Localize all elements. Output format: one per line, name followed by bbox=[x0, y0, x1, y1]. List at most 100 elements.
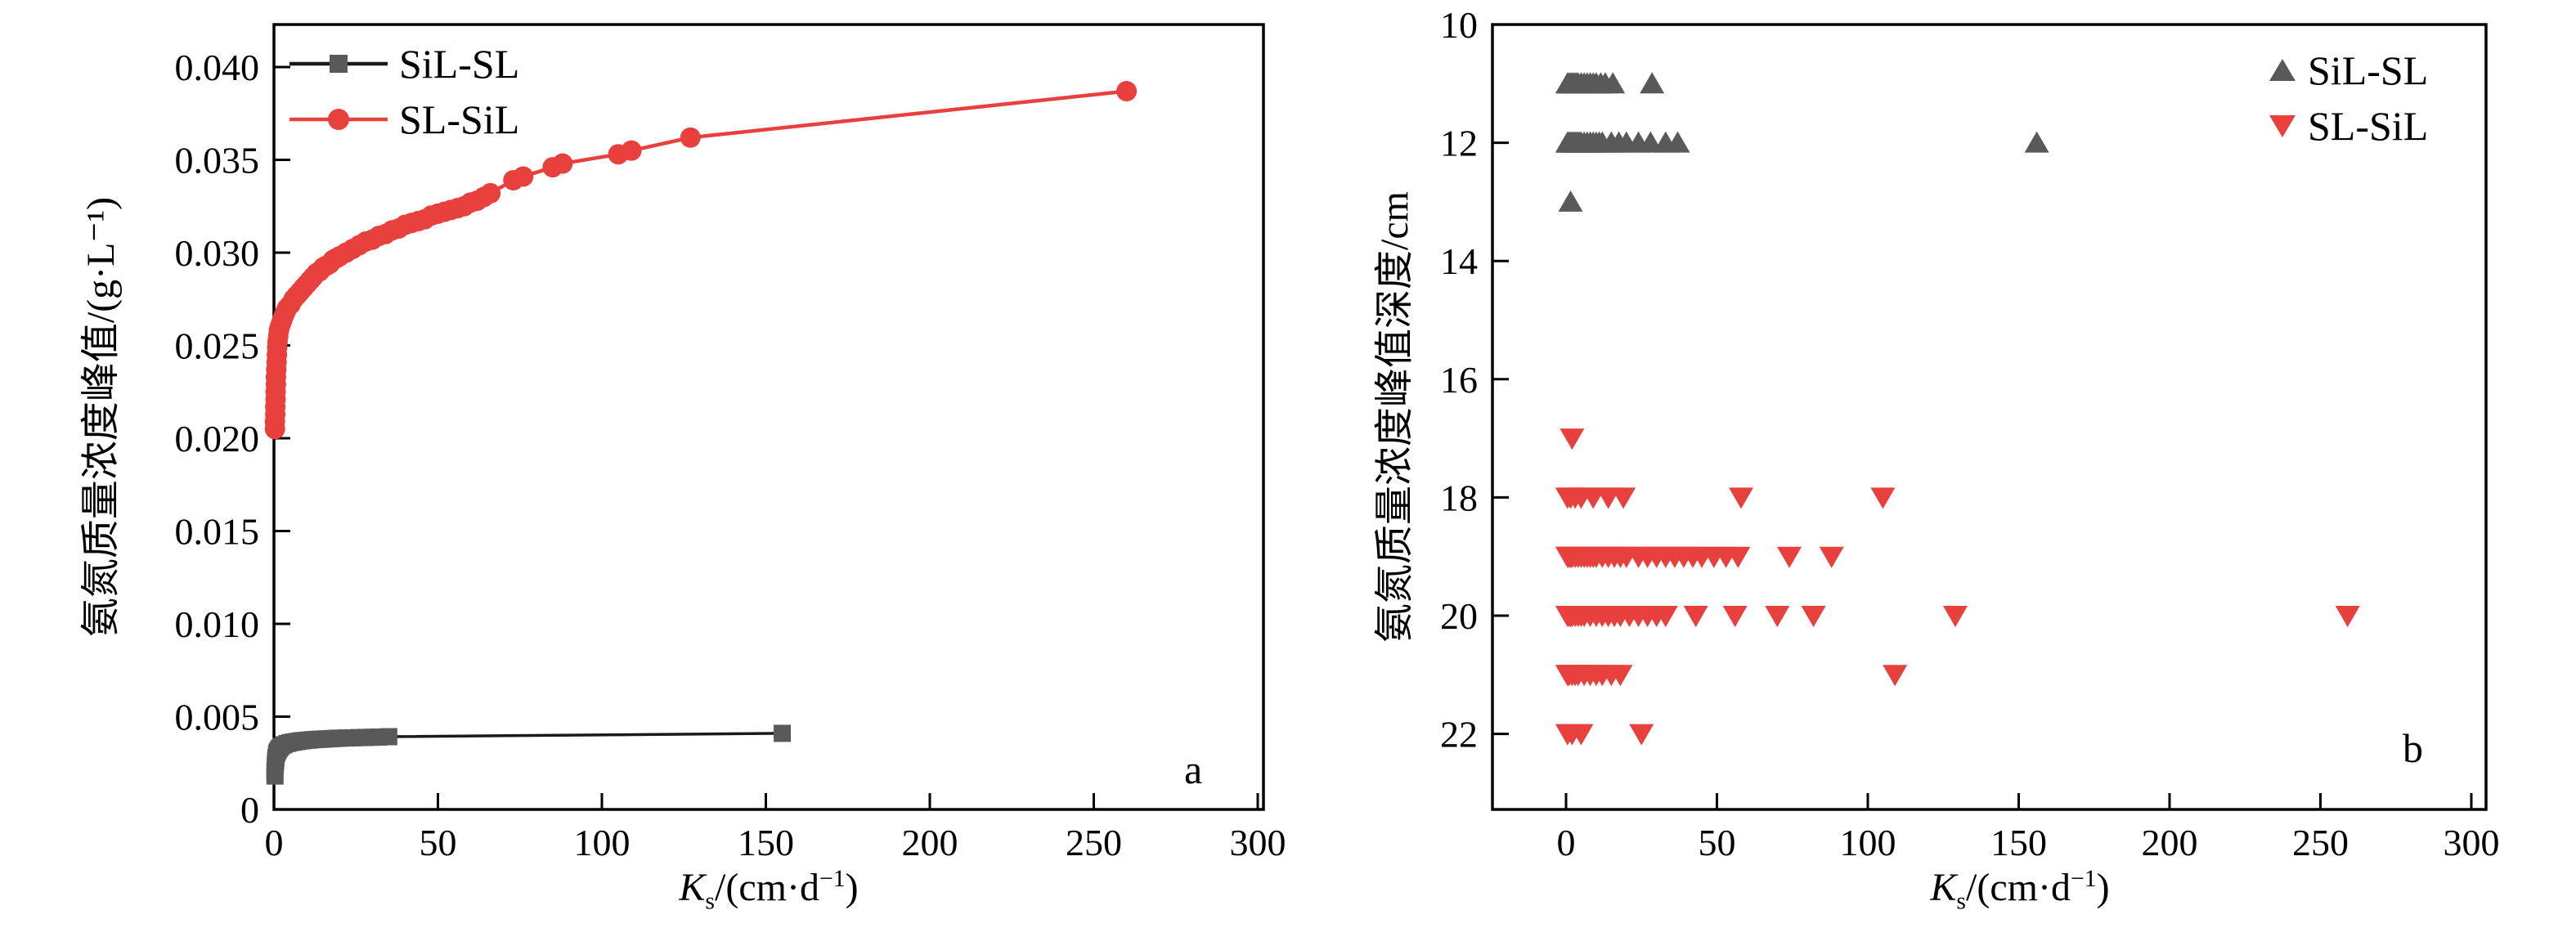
circle-marker-icon bbox=[288, 103, 389, 136]
data-point-triangle-up bbox=[1600, 72, 1626, 94]
x-unit-open: /(cm·d bbox=[715, 866, 819, 909]
legend-label: SiL-SL bbox=[2308, 47, 2429, 93]
x-tick-label: 50 bbox=[1699, 822, 1736, 863]
x-tick-label: 100 bbox=[1840, 822, 1896, 863]
data-point-triangle-down bbox=[1653, 606, 1678, 627]
ks-symbol: K bbox=[1930, 866, 1957, 909]
x-tick-label: 150 bbox=[738, 822, 794, 863]
series-SL-SiL bbox=[264, 81, 1138, 440]
data-point-circle bbox=[513, 166, 534, 187]
x-unit-open: /(cm·d bbox=[1966, 866, 2071, 909]
legend-item-sil-sl: SiL-SL bbox=[2267, 43, 2428, 98]
x-tick-label: 150 bbox=[1990, 822, 2047, 863]
y-tick-label: 0.040 bbox=[175, 47, 260, 88]
y-tick-label: 12 bbox=[1440, 123, 1478, 164]
y-tick-label: 0.015 bbox=[175, 511, 260, 553]
triangle-down-marker-icon bbox=[2267, 110, 2298, 142]
x-tick-label: 50 bbox=[420, 822, 457, 863]
series-SiL-SL bbox=[266, 724, 792, 785]
panel-a-x-axis-label: Ks/(cm·d−1) bbox=[679, 865, 858, 916]
x-unit-close: ) bbox=[845, 866, 859, 909]
panel-a-letter: a bbox=[1184, 746, 1203, 792]
y-tick-label: 14 bbox=[1440, 240, 1478, 282]
data-point-triangle-up bbox=[1640, 72, 1665, 94]
data-point-triangle-down bbox=[1611, 487, 1636, 509]
panel-a: 0 50 100 150 200 250 300 0 0.005 0.010 0.015 0.020 0… bbox=[175, 23, 1286, 863]
x-tick-label: 0 bbox=[265, 822, 284, 863]
legend-item-sl-sil: SL-SiL bbox=[288, 92, 519, 147]
y-tick-label: 22 bbox=[1440, 714, 1478, 755]
legend-item-sil-sl: SiL-SL bbox=[288, 36, 519, 92]
panel-b: 0 50 100 150 200 250 300 10 12 14 16 18 20 22 bbox=[1440, 4, 2500, 863]
data-point-triangle-down bbox=[1819, 546, 1844, 568]
data-point-triangle-up bbox=[1665, 131, 1690, 153]
panel-a-legend: SiL-SL SL-SiL bbox=[288, 36, 519, 147]
data-point-square bbox=[379, 728, 397, 746]
y-tick-label: 20 bbox=[1440, 595, 1478, 637]
data-point-triangle-up bbox=[2024, 131, 2049, 153]
data-point-triangle-down bbox=[1560, 428, 1585, 451]
panel-b-letter: b bbox=[2403, 725, 2423, 771]
data-point-triangle-down bbox=[1608, 665, 1633, 687]
x-tick-label: 200 bbox=[2142, 822, 2198, 863]
ks-subscript: s bbox=[1956, 887, 1966, 915]
legend-label: SL-SiL bbox=[399, 96, 520, 142]
y-tick-label: 0.020 bbox=[175, 418, 260, 460]
panel-b-legend: SiL-SL SL-SiL bbox=[2267, 43, 2428, 154]
panel-a-y-axis-label: 氨氮质量浓度峰值/(g·L⁻¹) bbox=[79, 196, 123, 638]
data-point-triangle-down bbox=[1568, 724, 1594, 746]
x-tick-label: 300 bbox=[1230, 822, 1286, 863]
data-point-triangle-down bbox=[2335, 606, 2360, 627]
panel-b-x-axis-label: Ks/(cm·d−1) bbox=[1930, 865, 2109, 916]
y-tick-label: 10 bbox=[1440, 4, 1478, 46]
x-unit-exponent: −1 bbox=[2070, 865, 2097, 892]
square-marker-icon bbox=[288, 47, 389, 80]
x-tick-label: 0 bbox=[1557, 822, 1576, 863]
data-point-triangle-down bbox=[1629, 724, 1654, 746]
y-tick-label: 16 bbox=[1440, 359, 1478, 401]
legend-label: SiL-SL bbox=[399, 41, 520, 87]
data-point-circle bbox=[480, 182, 501, 204]
data-point-triangle-down bbox=[1765, 606, 1790, 627]
ks-symbol: K bbox=[679, 866, 706, 909]
x-unit-close: ) bbox=[2096, 866, 2110, 909]
data-point-triangle-down bbox=[1726, 546, 1751, 568]
ks-subscript: s bbox=[705, 887, 715, 915]
plot-frame bbox=[1491, 23, 2488, 811]
y-tick-label: 0.025 bbox=[175, 325, 260, 367]
data-point-circle bbox=[680, 127, 701, 148]
x-tick-label: 300 bbox=[2444, 822, 2500, 863]
data-point-triangle-down bbox=[1722, 606, 1748, 627]
y-tick-label: 0.035 bbox=[175, 140, 260, 182]
triangle-up-marker-icon bbox=[2267, 54, 2298, 87]
y-tick-label: 0.005 bbox=[175, 697, 260, 738]
y-tick-label: 0 bbox=[240, 789, 259, 831]
data-point-triangle-down bbox=[1870, 487, 1896, 509]
data-point-triangle-down bbox=[1777, 546, 1802, 568]
data-point-triangle-up bbox=[1558, 190, 1583, 212]
x-unit-exponent: −1 bbox=[819, 865, 846, 892]
series-SiL-SL bbox=[1555, 72, 2049, 212]
data-point-triangle-down bbox=[1729, 487, 1754, 509]
legend-label: SL-SiL bbox=[2308, 103, 2429, 149]
x-tick-label: 250 bbox=[2292, 822, 2349, 863]
panel-b-y-axis-label: 氨氮质量浓度峰值深度/cm bbox=[1373, 191, 1416, 643]
data-point-triangle-down bbox=[1683, 606, 1708, 627]
data-point-triangle-down bbox=[1943, 606, 1968, 627]
y-tick-label: 18 bbox=[1440, 477, 1478, 518]
x-tick-label: 200 bbox=[902, 822, 958, 863]
data-point-circle bbox=[1116, 81, 1138, 102]
data-point-square bbox=[774, 724, 792, 742]
y-tick-label: 0.030 bbox=[175, 232, 260, 274]
legend-item-sl-sil: SL-SiL bbox=[2267, 98, 2428, 154]
x-tick-label: 100 bbox=[574, 822, 631, 863]
y-tick-label: 0.010 bbox=[175, 603, 260, 645]
series-SL-SiL bbox=[1555, 428, 2360, 746]
data-point-circle bbox=[621, 140, 642, 161]
x-tick-label: 250 bbox=[1066, 822, 1122, 863]
data-point-triangle-down bbox=[1883, 665, 1908, 687]
data-point-triangle-down bbox=[1801, 606, 1826, 627]
data-point-circle bbox=[552, 153, 573, 174]
